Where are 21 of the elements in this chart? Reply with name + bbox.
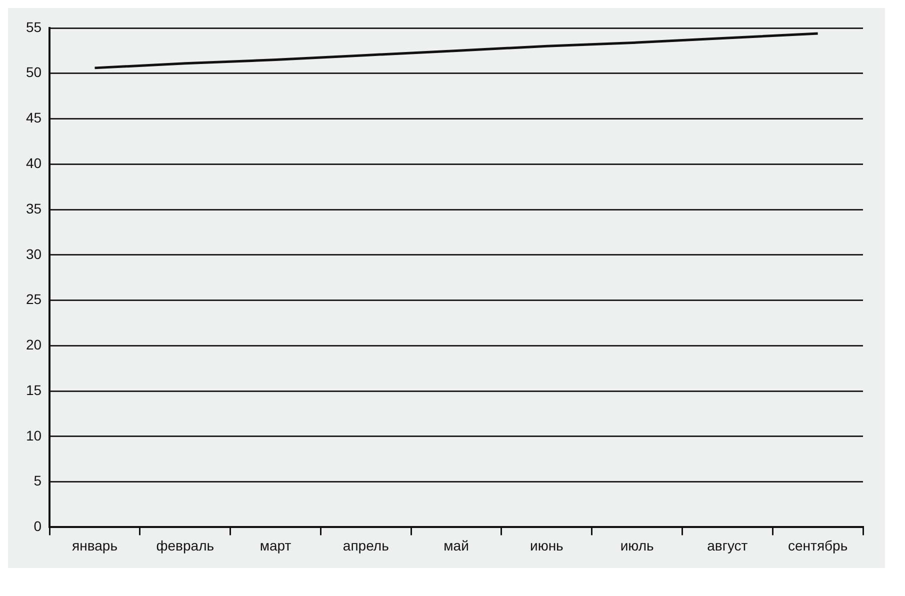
x-tick-label: февраль — [156, 537, 214, 554]
x-tick-label: январь — [72, 537, 118, 554]
y-tick-label: 45 — [26, 110, 42, 126]
x-tick-label: апрель — [342, 537, 389, 554]
x-tick-label: март — [260, 537, 292, 554]
x-tick-label: май — [444, 537, 469, 554]
y-tick-label: 35 — [26, 200, 42, 216]
y-tick-label: 0 — [34, 518, 42, 534]
x-tick-label: сентябрь — [788, 537, 848, 554]
y-tick-label: 10 — [26, 427, 42, 444]
x-tick-label: июль — [620, 537, 654, 554]
y-tick-label: 5 — [34, 472, 42, 489]
y-tick-label: 55 — [26, 18, 42, 35]
y-tick-label: 15 — [26, 382, 42, 398]
y-tick-label: 40 — [26, 155, 42, 172]
y-tick-label: 30 — [26, 246, 42, 262]
x-tick-label: июнь — [530, 537, 564, 554]
y-tick-label: 20 — [26, 336, 42, 353]
y-tick-label: 50 — [26, 64, 42, 80]
y-tick-label: 25 — [26, 291, 42, 308]
x-tick-label: август — [707, 537, 748, 554]
